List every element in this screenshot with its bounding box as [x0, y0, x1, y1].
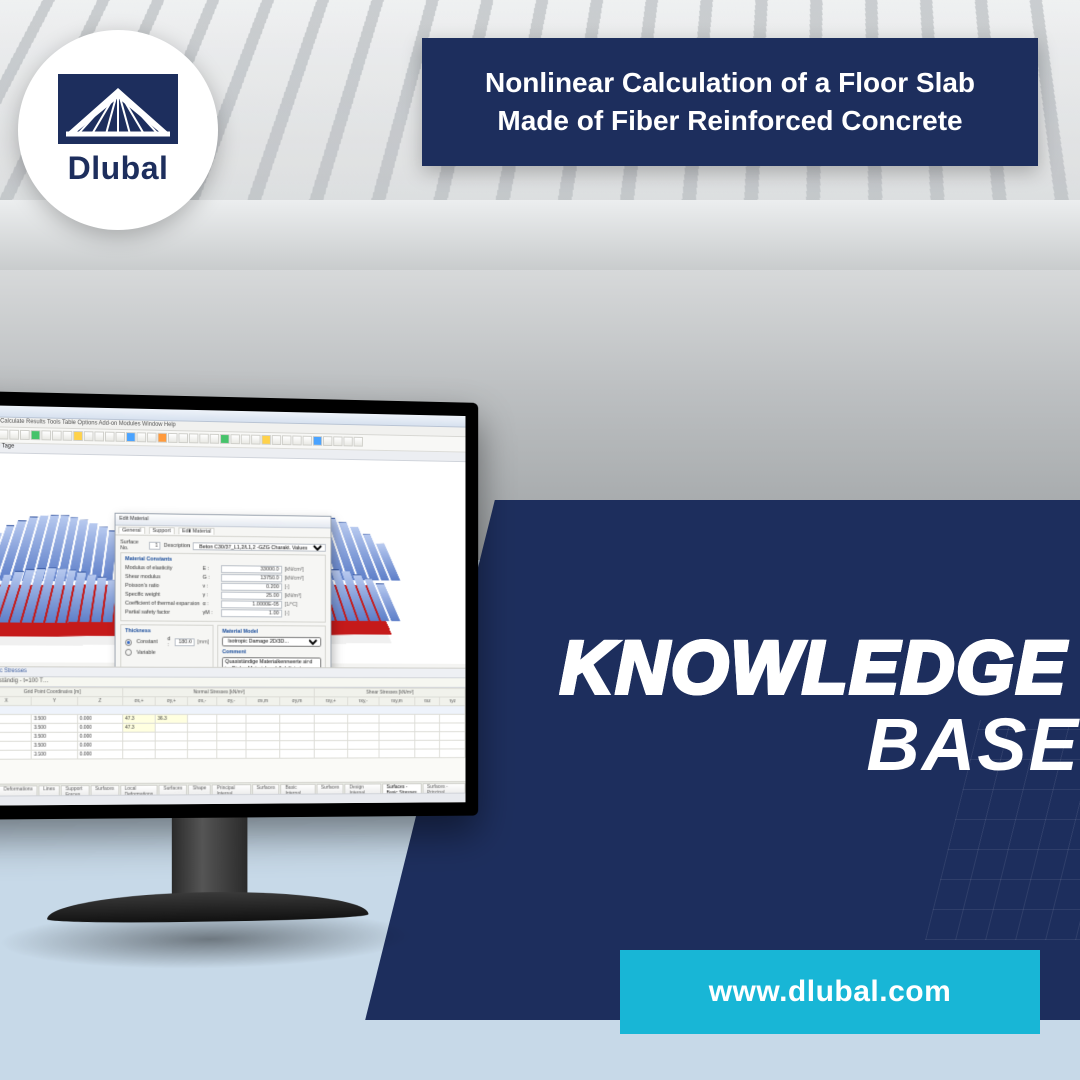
- comment-title: Comment: [222, 649, 321, 655]
- thk-field[interactable]: 180.0: [175, 638, 195, 646]
- dialog-body: Surface No. 1 Description Beton C30/37_L…: [116, 535, 331, 686]
- colgrp-coords: Grid Point Coordinates [m]: [0, 688, 123, 697]
- colgrp-normal: Normal Stresses [kN/m²]: [123, 688, 314, 697]
- surface-no-label: Surface No.: [120, 539, 146, 551]
- material-model-title: Material Model: [222, 629, 321, 635]
- logo-badge: Dlubal: [18, 30, 218, 230]
- monitor-bezel: File Edit View Insert Calculate Results …: [0, 390, 478, 820]
- material-constants-group: Material Constants Modulus of elasticity…: [120, 552, 326, 622]
- dialog-tab-material[interactable]: Edit Material: [178, 527, 215, 534]
- headline-line2: BASE: [560, 702, 1080, 787]
- sheet-statusbar: [0, 793, 465, 806]
- thickness-title: Thickness: [125, 628, 209, 634]
- thk-constant-radio[interactable]: [125, 639, 132, 646]
- thk-variable-label: Variable: [137, 649, 209, 655]
- model-viewport[interactable]: Edit Material General Support Edit Mater…: [0, 452, 465, 664]
- dialog-tab-support[interactable]: Support: [149, 527, 175, 534]
- results-table[interactable]: Grid Point Coordinates [m] Normal Stress…: [0, 687, 465, 760]
- desc-field[interactable]: Beton C30/37_L1,2/L1,2 -GZG Charakt. Val…: [193, 542, 326, 551]
- table-row: 5-2.0003.5000.000: [0, 749, 465, 760]
- thk-d-sym: d :: [167, 636, 172, 648]
- dialog-tab-general[interactable]: General: [118, 527, 144, 534]
- url-bar[interactable]: www.dlubal.com: [620, 950, 1040, 1034]
- title-bar: Nonlinear Calculation of a Floor Slab Ma…: [422, 38, 1038, 166]
- brand-text: Dlubal: [68, 150, 169, 187]
- dlubal-logo-icon: [58, 74, 178, 144]
- results-spreadsheet[interactable]: 4.13 Surfaces - Basic Stresses CO5 - GZG…: [0, 666, 465, 806]
- headline-line1: KNOWLEDGE: [560, 625, 1080, 710]
- title-line2: Made of Fiber Reinforced Concrete: [485, 102, 975, 140]
- app-window: File Edit View Insert Calculate Results …: [0, 404, 465, 806]
- surface-no-field[interactable]: 1: [149, 542, 161, 550]
- stage: Dlubal Nonlinear Calculation of a Floor …: [0, 0, 1080, 1080]
- material-model-field[interactable]: Isotropic Damage 2D/3D...: [222, 637, 321, 647]
- thk-constant-label: Constant: [137, 639, 165, 645]
- colgrp-shear: Shear Stresses [kN/m²]: [314, 688, 465, 697]
- thk-unit: [mm]: [197, 639, 209, 645]
- headline: KNOWLEDGE BASE: [560, 625, 1080, 787]
- thk-variable-radio[interactable]: [125, 649, 132, 656]
- monitor: File Edit View Insert Calculate Results …: [0, 390, 478, 1030]
- title-line1: Nonlinear Calculation of a Floor Slab: [485, 64, 975, 102]
- material-constants-title: Material Constants: [125, 556, 321, 564]
- desc-label: Description: [164, 543, 190, 549]
